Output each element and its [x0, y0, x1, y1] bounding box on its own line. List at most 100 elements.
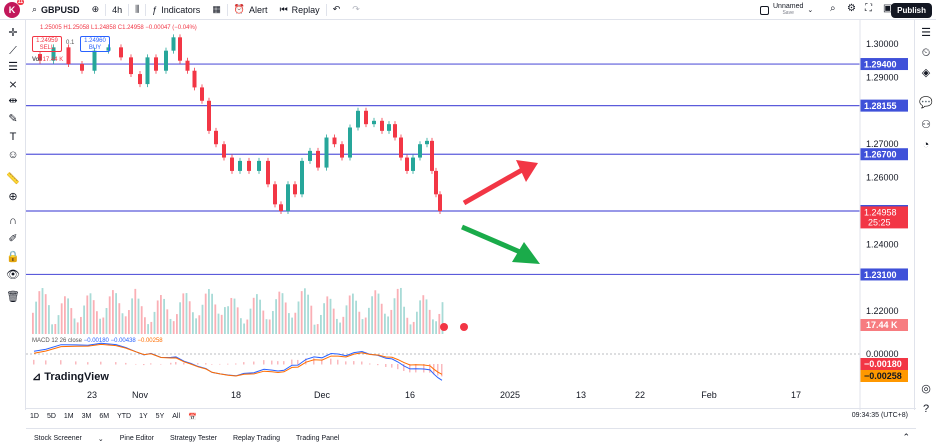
- timeframe-button[interactable]: 4h: [106, 0, 128, 20]
- lock-icon[interactable]: 🔒: [6, 251, 20, 263]
- price-chart[interactable]: 1.30000 1.29000 1.27000 1.26000 1.24000 1.220…: [26, 20, 914, 410]
- fib-icon[interactable]: ☰: [8, 61, 18, 73]
- ruler-icon[interactable]: 📏: [6, 173, 20, 185]
- podcast-icon[interactable]: ◔: [922, 139, 930, 151]
- candle: [129, 57, 133, 75]
- volume-bar: [70, 308, 73, 334]
- volume-bar: [284, 302, 287, 334]
- volume-bar: [32, 312, 34, 334]
- trash-icon[interactable]: 🗑: [6, 291, 20, 303]
- crosshair-icon[interactable]: ✛: [8, 27, 18, 39]
- range-6m[interactable]: 6M: [99, 413, 110, 420]
- layout-menu[interactable]: Unnamed Save ⌄: [760, 3, 813, 17]
- tab-trading-panel[interactable]: Trading Panel: [296, 435, 340, 442]
- volume-bar: [64, 296, 66, 334]
- range-1y[interactable]: 1Y: [139, 413, 148, 420]
- watchlist-icon[interactable]: ☰: [921, 27, 931, 39]
- candle: [286, 184, 290, 211]
- fullscreen-icon[interactable]: ⛶: [865, 3, 872, 14]
- lock-drawing-icon[interactable]: ✐: [8, 233, 18, 245]
- range-1d[interactable]: 1D: [30, 413, 39, 420]
- macd-badge: [860, 358, 908, 370]
- candle: [222, 144, 226, 158]
- macd-histogram-bar: [143, 364, 145, 366]
- alert-button[interactable]: ⏰ Alert: [228, 0, 274, 20]
- chevron-down-icon[interactable]: ⌄: [97, 435, 104, 443]
- range-5y[interactable]: 5Y: [155, 413, 165, 420]
- layers-icon[interactable]: ◈: [921, 67, 931, 79]
- text-icon[interactable]: T: [9, 131, 17, 143]
- ideas-icon[interactable]: ⚇: [921, 119, 931, 131]
- tab-replay-trading[interactable]: Replay Trading: [232, 435, 281, 442]
- volume-bar: [345, 305, 348, 334]
- chevron-up-icon[interactable]: ⌃: [902, 432, 910, 442]
- volume-bar: [425, 299, 428, 334]
- magnet-icon[interactable]: ∩: [9, 215, 17, 227]
- price-tick: 1.29000: [866, 72, 899, 82]
- range-3m[interactable]: 3M: [81, 413, 92, 420]
- sell-button[interactable]: 1.24959 SELL: [32, 36, 62, 52]
- bullish-arrow-head: [516, 160, 538, 182]
- candle: [356, 110, 360, 128]
- zoom-in-icon[interactable]: ⊕: [8, 191, 18, 203]
- layouts-button[interactable]: ▦: [206, 0, 227, 20]
- volume-bar: [112, 290, 114, 334]
- compare-button[interactable]: ⊕: [86, 0, 106, 20]
- macd-histogram-bar: [283, 361, 285, 365]
- macd-histogram-bar: [361, 361, 363, 365]
- tab-pine-editor[interactable]: Pine Editor: [119, 435, 154, 442]
- settings-icon[interactable]: ⚙: [847, 3, 856, 14]
- projection-icon[interactable]: ⇹: [8, 95, 18, 107]
- macd-histogram-bar: [183, 362, 185, 365]
- camera-icon[interactable]: ▣: [883, 3, 893, 14]
- time-tick: 16: [404, 390, 416, 400]
- date-range-icon[interactable]: 📅: [188, 413, 197, 421]
- range-all[interactable]: All: [172, 413, 181, 420]
- level-price-label: 1.26700: [864, 150, 897, 160]
- divider: [105, 3, 107, 16]
- volume-bar: [329, 298, 332, 334]
- publish-button[interactable]: Publish: [891, 3, 932, 18]
- emoji-icon[interactable]: ☺: [7, 149, 19, 161]
- redo-button[interactable]: ↷: [346, 0, 366, 20]
- tab-stock-screener[interactable]: Stock Screener: [34, 435, 82, 442]
- candle: [66, 47, 71, 65]
- pattern-icon[interactable]: ⨯: [8, 79, 18, 91]
- volume-badge: [860, 319, 908, 331]
- candle: [230, 157, 234, 171]
- symbol-search[interactable]: ⌕ GBPUSD: [26, 0, 86, 20]
- range-ytd[interactable]: YTD: [117, 413, 132, 420]
- candle: [51, 47, 56, 61]
- help-icon[interactable]: ?: [922, 403, 930, 415]
- indicators-button[interactable]: ƒ Indicators: [146, 0, 206, 20]
- trendline-icon[interactable]: ⟋: [9, 45, 17, 57]
- notification-badge: 11: [16, 0, 24, 5]
- chart-type-button[interactable]: ⫼: [129, 0, 145, 20]
- buy-button[interactable]: 1.24960 BUY: [80, 36, 110, 52]
- search-icon[interactable]: ⌕: [830, 3, 836, 14]
- macd-histogram-bar: [437, 364, 439, 376]
- brush-icon[interactable]: ✎: [8, 113, 18, 125]
- volume-bar: [140, 306, 143, 334]
- volume-bar: [121, 313, 124, 334]
- user-avatar[interactable]: K 11: [4, 0, 24, 18]
- time-tick: 22: [634, 390, 646, 400]
- time-axis[interactable]: 23 Nov 18 Dec 16 2025 13 22 Feb 17: [26, 388, 862, 404]
- tab-strategy-tester[interactable]: Strategy Tester: [169, 435, 217, 442]
- replay-button[interactable]: ⏮ Replay: [274, 0, 326, 20]
- range-5d[interactable]: 5D: [46, 413, 56, 420]
- clock[interactable]: 09:34:35 (UTC+8): [851, 412, 908, 419]
- volume-bar: [35, 301, 37, 334]
- undo-button[interactable]: ↶: [327, 0, 347, 20]
- visibility-icon[interactable]: 👁: [6, 269, 20, 281]
- macd-histogram-bar: [409, 364, 411, 373]
- grid-icon: ▦: [212, 4, 221, 14]
- volume-bar: [201, 304, 204, 334]
- volume-bar: [160, 295, 162, 334]
- volume-bar: [313, 324, 316, 334]
- target-icon[interactable]: ◎: [921, 383, 931, 395]
- chat-icon[interactable]: 💬: [919, 97, 933, 109]
- alerts-clock-icon[interactable]: ⏲: [921, 47, 931, 59]
- range-1m[interactable]: 1M: [63, 413, 74, 420]
